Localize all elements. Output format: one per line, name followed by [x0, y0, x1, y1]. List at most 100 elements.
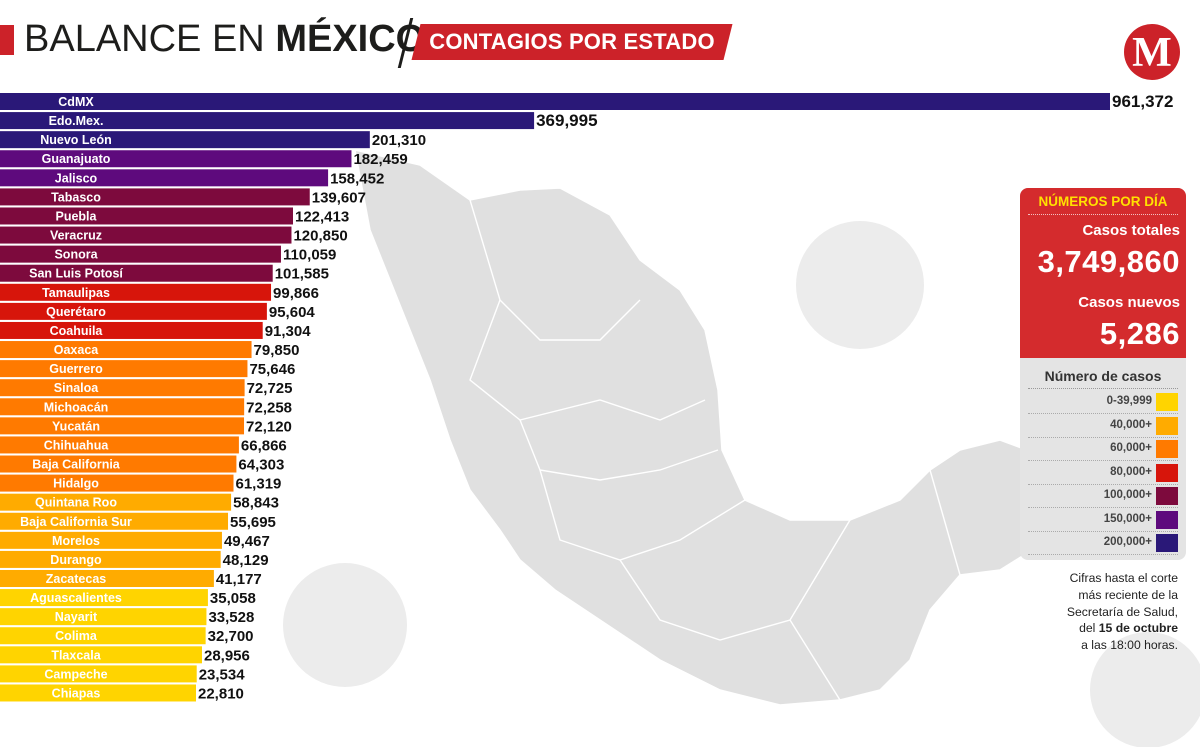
category-label: Baja California Sur [20, 515, 132, 529]
value-label: 120,850 [293, 228, 347, 245]
legend-item: 60,000+ [1020, 439, 1186, 461]
new-cases-value: 5,286 [1099, 316, 1180, 351]
new-cases-label: Casos nuevos [1078, 294, 1180, 311]
value-label: 139,607 [312, 189, 366, 206]
category-label: Chiapas [52, 686, 101, 700]
bar [0, 665, 197, 683]
category-label: Campeche [44, 667, 107, 681]
category-label: Sonora [54, 248, 98, 262]
value-label: 22,810 [198, 685, 244, 702]
bar [0, 417, 245, 435]
value-label: 101,585 [275, 266, 329, 283]
category-label: Sinaloa [54, 381, 100, 395]
bar [0, 245, 281, 263]
legend-swatch [1156, 416, 1178, 435]
bar [0, 684, 196, 702]
category-label: Morelos [52, 534, 100, 548]
legend-label: 200,000+ [1103, 536, 1152, 548]
value-label: 23,534 [199, 666, 246, 683]
value-label: 58,843 [233, 495, 279, 512]
value-label: 91,304 [265, 323, 312, 340]
bar [0, 226, 292, 244]
divider [1028, 388, 1178, 389]
value-label: 72,258 [246, 399, 292, 416]
category-label: Jalisco [55, 171, 98, 185]
daily-numbers-title: NÚMEROS POR DÍA [1038, 194, 1168, 209]
bar [0, 398, 245, 416]
category-label: Oaxaca [54, 343, 100, 357]
category-label: Coahuila [50, 324, 104, 338]
virus-icon [1090, 632, 1200, 747]
legend-swatch [1156, 534, 1178, 552]
divider [1028, 214, 1178, 215]
category-label: Tamaulipas [42, 286, 110, 300]
legend-swatch [1156, 487, 1178, 505]
category-label: Colima [55, 629, 98, 643]
value-label: 961,372 [1112, 92, 1173, 111]
bar [0, 321, 263, 339]
bar [0, 474, 234, 492]
total-cases-label: Casos totales [1082, 222, 1180, 239]
bar [0, 646, 202, 664]
bar [0, 627, 206, 645]
value-label: 64,303 [238, 457, 284, 474]
value-label: 122,413 [295, 208, 349, 225]
bar [0, 550, 221, 568]
bar [0, 207, 293, 225]
value-label: 110,059 [283, 247, 336, 264]
legend-label: 0-39,999 [1106, 395, 1152, 407]
category-label: San Luis Potosí [29, 267, 123, 281]
legend-label: 40,000+ [1110, 418, 1152, 431]
legend-label: 100,000+ [1103, 489, 1152, 501]
bar [0, 93, 1110, 110]
value-label: 48,129 [223, 552, 269, 569]
source-note: Cifras hasta el corte más reciente de la… [1066, 571, 1178, 653]
bar [0, 512, 229, 530]
bar [0, 302, 267, 320]
virus-icon [796, 221, 924, 349]
bar [0, 531, 222, 549]
category-label: Durango [50, 553, 102, 567]
milenio-logo: M [1124, 24, 1180, 80]
value-label: 95,604 [269, 304, 316, 321]
legend-swatch [1156, 510, 1178, 529]
bar [0, 112, 535, 130]
value-label: 72,725 [247, 380, 293, 397]
bar [0, 455, 237, 473]
category-label: Michoacán [44, 400, 109, 414]
value-label: 49,467 [224, 533, 270, 550]
legend-label: 60,000+ [1110, 442, 1152, 454]
legend-item: 0-39,999 [1020, 392, 1186, 414]
value-label: 369,995 [536, 111, 597, 130]
category-label: Nayarit [55, 610, 98, 624]
value-label: 61,319 [236, 476, 282, 493]
bar [0, 608, 207, 626]
value-label: 32,700 [208, 628, 254, 645]
category-label: Querétaro [46, 305, 106, 319]
value-label: 99,866 [273, 285, 319, 302]
bar [0, 169, 329, 187]
legend-item: 80,000+ [1020, 463, 1186, 485]
legend-swatch [1156, 393, 1178, 411]
category-label: Hidalgo [53, 477, 99, 491]
value-label: 75,646 [249, 361, 295, 378]
legend-item: 40,000+ [1020, 416, 1186, 438]
legend-label: 80,000+ [1110, 465, 1152, 478]
legend-item: 200,000+ [1020, 533, 1186, 555]
bar [0, 283, 272, 301]
value-label: 158,452 [330, 170, 384, 187]
virus-icon [283, 563, 407, 687]
legend-swatch [1156, 440, 1178, 458]
category-label: Yucatán [52, 419, 100, 433]
bar [0, 493, 232, 511]
legend-title: Número de casos [1044, 368, 1162, 384]
category-label: CdMX [58, 95, 94, 109]
category-label: Tlaxcala [51, 648, 101, 662]
category-label: Veracruz [50, 229, 102, 243]
value-label: 66,866 [241, 437, 287, 454]
legend-item: 150,000+ [1020, 510, 1186, 532]
category-label: Tabasco [51, 190, 101, 204]
value-label: 35,058 [210, 590, 256, 607]
bar [0, 341, 252, 359]
